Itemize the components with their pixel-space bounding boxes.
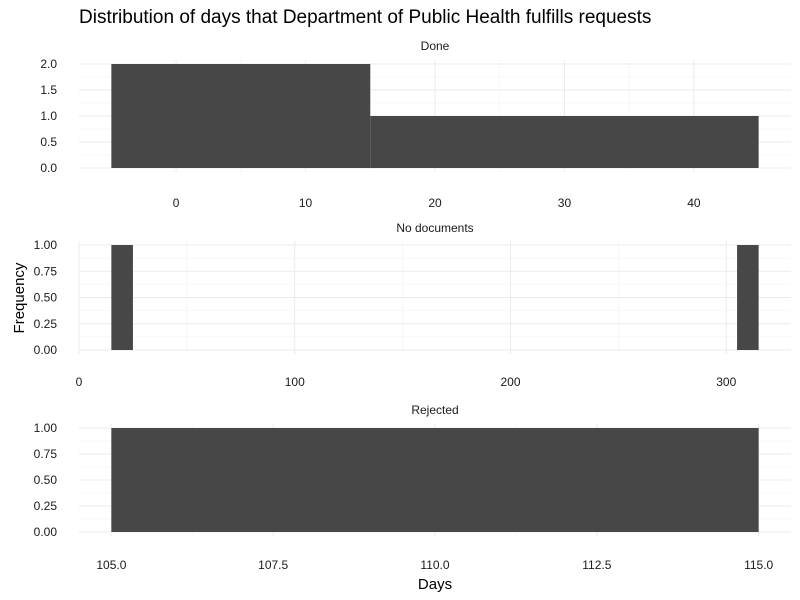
x-tick-label: 115.0	[744, 558, 773, 572]
y-tick-label: 0.75	[34, 264, 58, 278]
histogram-bar	[111, 428, 759, 532]
histogram-bar	[111, 245, 133, 350]
x-tick-label: 40	[687, 196, 701, 210]
y-tick-label: 0.25	[34, 317, 58, 331]
x-tick-label: 107.5	[258, 558, 288, 572]
y-tick-label: 0.5	[40, 135, 57, 149]
x-tick-label: 105.0	[96, 558, 126, 572]
facet-panels: Done 0.0 0.5 1.0 1.5 2.0 0 10 20 30 40 No documents…	[34, 39, 791, 572]
y-axis-title: Frequency	[11, 262, 28, 333]
histogram-bar	[370, 116, 759, 168]
y-tick-label: 1.00	[34, 238, 58, 252]
y-tick-label: 0.75	[34, 447, 58, 461]
y-tick-label: 0.50	[34, 291, 58, 305]
facet-strip-label: Rejected	[411, 403, 458, 417]
x-tick-label: 300	[716, 375, 736, 389]
facet-strip-label: No documents	[396, 221, 473, 235]
y-tick-label: 1.5	[40, 83, 57, 97]
facet-panel-1: Done 0.0 0.5 1.0 1.5 2.0 0 10 20 30 40	[40, 39, 791, 210]
chart-title: Distribution of days that Department of …	[79, 7, 651, 28]
x-tick-label: 200	[500, 375, 520, 389]
y-tick-label: 0.50	[34, 473, 58, 487]
histogram-bar	[737, 245, 759, 350]
y-tick-label: 1.0	[40, 109, 57, 123]
x-tick-label: 100	[285, 375, 305, 389]
x-tick-label: 30	[558, 196, 572, 210]
facet-panel-3: Rejected 0.00 0.25 0.50 0.75 1.00 105.0 107.5 11…	[34, 403, 791, 572]
x-tick-label: 0	[173, 196, 180, 210]
x-axis-title: Days	[418, 576, 452, 593]
y-tick-label: 2.0	[40, 57, 57, 71]
y-tick-label: 0.00	[34, 525, 58, 539]
histogram-bar	[111, 64, 371, 168]
x-tick-label: 110.0	[420, 558, 449, 572]
facet-panel-2: No documents 0.00 0.25 0.50 0.75 1.00 0 100 200 3…	[34, 221, 791, 389]
y-tick-label: 0.25	[34, 499, 58, 513]
x-tick-label: 0	[76, 375, 83, 389]
y-tick-label: 0.00	[34, 343, 58, 357]
x-tick-label: 112.5	[582, 558, 611, 572]
y-tick-label: 0.0	[40, 161, 57, 175]
x-tick-label: 20	[428, 196, 442, 210]
x-tick-label: 10	[299, 196, 313, 210]
y-tick-label: 1.00	[34, 421, 58, 435]
facet-strip-label: Done	[421, 39, 450, 53]
